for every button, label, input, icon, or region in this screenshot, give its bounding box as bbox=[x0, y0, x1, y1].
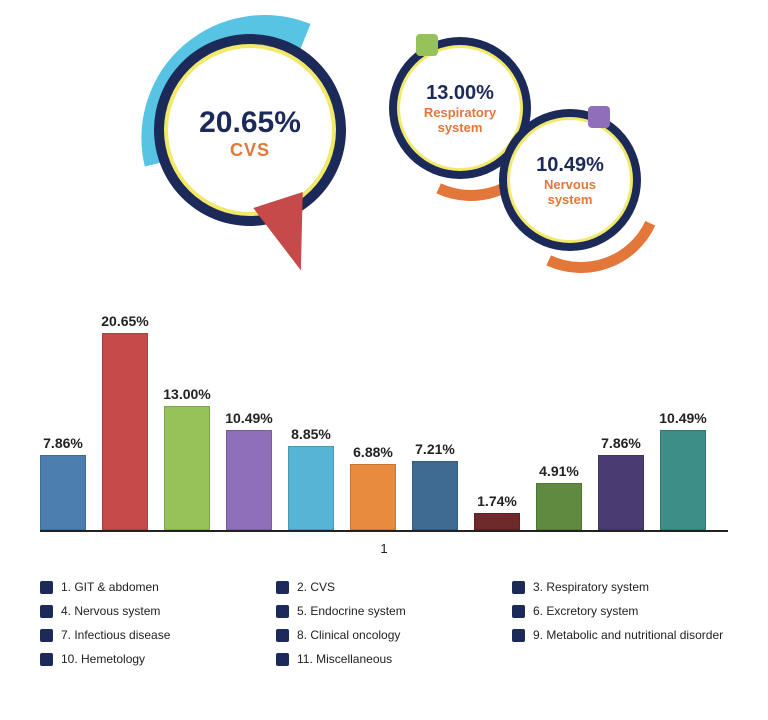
legend-text: 7. Infectious disease bbox=[61, 628, 170, 642]
small-circle-percent: 10.49% bbox=[510, 154, 630, 177]
legend-item-5: 5. Endocrine system bbox=[276, 604, 504, 618]
legend-text: 6. Excretory system bbox=[533, 604, 638, 618]
legend-text: 10. Hemetology bbox=[61, 652, 145, 666]
legend-item-9: 9. Metabolic and nutritional disorder bbox=[512, 628, 740, 642]
chart-baseline bbox=[40, 530, 728, 532]
bar-7 bbox=[412, 461, 458, 530]
legend-text: 9. Metabolic and nutritional disorder bbox=[533, 628, 723, 642]
main-badge-label: CVS bbox=[140, 140, 360, 161]
bar-1 bbox=[40, 455, 86, 530]
bar-label-1: 7.86% bbox=[34, 435, 92, 451]
bar-9 bbox=[536, 483, 582, 530]
top-badge-area: TOP HIGH YIELD CHAPTER 20.65% CVS 13.00%… bbox=[0, 0, 768, 260]
small-circle-0: 13.00%Respiratorysystem bbox=[400, 48, 520, 168]
bar-10 bbox=[598, 455, 644, 530]
bar-5 bbox=[288, 446, 334, 530]
legend-text: 1. GIT & abdomen bbox=[61, 580, 159, 594]
bar-label-5: 8.85% bbox=[282, 426, 340, 442]
bar-8 bbox=[474, 513, 520, 530]
legend-item-2: 2. CVS bbox=[276, 580, 504, 594]
main-high-yield-badge: TOP HIGH YIELD CHAPTER 20.65% CVS bbox=[140, 20, 360, 240]
legend-text: 8. Clinical oncology bbox=[297, 628, 400, 642]
bar-label-2: 20.65% bbox=[96, 313, 154, 329]
legend-item-6: 6. Excretory system bbox=[512, 604, 740, 618]
legend-swatch bbox=[276, 653, 289, 666]
legend-swatch bbox=[40, 581, 53, 594]
bar-11 bbox=[660, 430, 706, 530]
legend-text: 3. Respiratory system bbox=[533, 580, 649, 594]
legend-swatch bbox=[512, 629, 525, 642]
legend-text: 11. Miscellaneous bbox=[297, 652, 392, 666]
bar-label-7: 7.21% bbox=[406, 441, 464, 457]
legend-item-7: 7. Infectious disease bbox=[40, 628, 268, 642]
legend-swatch bbox=[512, 605, 525, 618]
bar-2 bbox=[102, 333, 148, 530]
legend-text: 4. Nervous system bbox=[61, 604, 160, 618]
xaxis-label: 1 bbox=[364, 541, 404, 556]
bar-4 bbox=[226, 430, 272, 530]
legend-swatch bbox=[40, 605, 53, 618]
legend-text: 2. CVS bbox=[297, 580, 335, 594]
legend-item-11: 11. Miscellaneous bbox=[276, 652, 504, 666]
legend-item-8: 8. Clinical oncology bbox=[276, 628, 504, 642]
bar-label-9: 4.91% bbox=[530, 463, 588, 479]
small-circle-tab bbox=[416, 34, 438, 56]
bar-label-6: 6.88% bbox=[344, 444, 402, 460]
bar-label-8: 1.74% bbox=[468, 493, 526, 509]
small-circle-percent: 13.00% bbox=[400, 82, 520, 105]
small-circle-label: Nervoussystem bbox=[510, 178, 630, 208]
legend-text: 5. Endocrine system bbox=[297, 604, 406, 618]
legend-item-3: 3. Respiratory system bbox=[512, 580, 740, 594]
legend-swatch bbox=[40, 629, 53, 642]
legend: 1. GIT & abdomen 2. CVS 3. Respiratory sys… bbox=[40, 580, 740, 666]
legend-swatch bbox=[40, 653, 53, 666]
bar-chart: 7.86%20.65%13.00%10.49%8.85%6.88%7.21%1.… bbox=[40, 290, 728, 560]
legend-swatch bbox=[276, 605, 289, 618]
legend-item-4: 4. Nervous system bbox=[40, 604, 268, 618]
bar-6 bbox=[350, 464, 396, 530]
legend-item-10: 10. Hemetology bbox=[40, 652, 268, 666]
legend-item-1: 1. GIT & abdomen bbox=[40, 580, 268, 594]
small-circle-label: Respiratorysystem bbox=[400, 106, 520, 136]
legend-swatch bbox=[276, 581, 289, 594]
bar-label-3: 13.00% bbox=[158, 386, 216, 402]
bar-label-11: 10.49% bbox=[654, 410, 712, 426]
main-badge-percent: 20.65% bbox=[140, 106, 360, 140]
bar-3 bbox=[164, 406, 210, 530]
small-circle-tab bbox=[588, 106, 610, 128]
bar-label-4: 10.49% bbox=[220, 410, 278, 426]
bar-label-10: 7.86% bbox=[592, 435, 650, 451]
legend-swatch bbox=[512, 581, 525, 594]
small-circle-1: 10.49%Nervoussystem bbox=[510, 120, 630, 240]
legend-swatch bbox=[276, 629, 289, 642]
